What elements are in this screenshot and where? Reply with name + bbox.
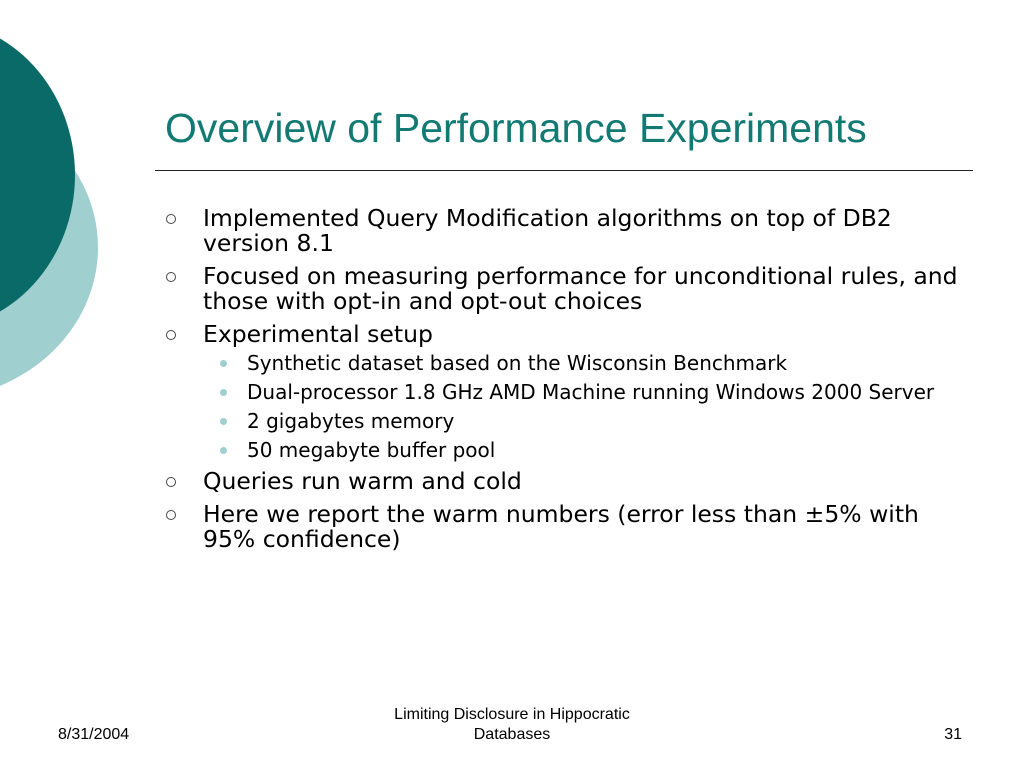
sub-bullet-text: 50 megabyte buffer pool — [247, 438, 496, 462]
bullet-text: Here we report the warm numbers (error l… — [203, 500, 919, 553]
sub-bullet-item: 50 megabyte buffer pool — [203, 439, 965, 461]
bullet-text: Focused on measuring performance for unc… — [203, 262, 958, 315]
bullet-list: Implemented Query Modification algorithm… — [165, 206, 965, 560]
sub-bullet-text: 2 gigabytes memory — [247, 409, 455, 433]
hollow-circle-bullet-icon — [166, 214, 176, 224]
bullet-text: Queries run warm and cold — [203, 467, 522, 495]
hollow-circle-bullet-icon — [166, 330, 176, 340]
bullet-text: Experimental setup — [203, 320, 433, 348]
slide-title: Overview of Performance Experiments — [165, 105, 867, 151]
bullet-text: Implemented Query Modification algorithm… — [203, 204, 892, 257]
sub-bullet-text: Synthetic dataset based on the Wisconsin… — [247, 351, 788, 375]
hollow-circle-bullet-icon — [166, 477, 176, 487]
sub-bullet-item: 2 gigabytes memory — [203, 410, 965, 432]
bullet-item: Focused on measuring performance for unc… — [165, 264, 965, 314]
sub-bullet-item: Dual-processor 1.8 GHz AMD Machine runni… — [203, 381, 965, 403]
footer-title-line: Databases — [473, 726, 551, 743]
sub-bullet-item: Synthetic dataset based on the Wisconsin… — [203, 352, 965, 374]
bullet-item: Experimental setup Synthetic dataset bas… — [165, 322, 965, 461]
dot-bullet-icon — [220, 447, 227, 454]
hollow-circle-bullet-icon — [166, 510, 176, 520]
footer-title: Limiting Disclosure in Hippocratic Datab… — [352, 705, 672, 745]
bullet-item: Implemented Query Modification algorithm… — [165, 206, 965, 256]
sub-bullet-list: Synthetic dataset based on the Wisconsin… — [203, 352, 965, 461]
hollow-circle-bullet-icon — [166, 272, 176, 282]
bullet-item: Here we report the warm numbers (error l… — [165, 502, 965, 552]
title-divider — [155, 170, 973, 171]
page-number: 31 — [944, 726, 962, 743]
dot-bullet-icon — [220, 389, 227, 396]
dot-bullet-icon — [220, 418, 227, 425]
sub-bullet-text: Dual-processor 1.8 GHz AMD Machine runni… — [247, 380, 935, 404]
bullet-item: Queries run warm and cold — [165, 469, 965, 494]
footer-title-line: Limiting Disclosure in Hippocratic — [394, 706, 630, 723]
footer-date: 8/31/2004 — [58, 726, 130, 743]
dot-bullet-icon — [220, 360, 227, 367]
